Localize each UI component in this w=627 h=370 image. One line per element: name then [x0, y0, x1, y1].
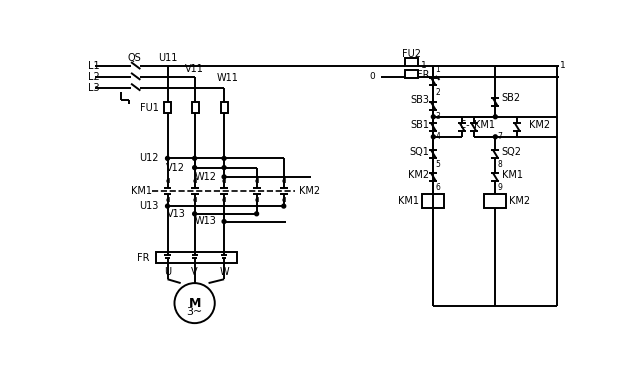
Text: 1: 1 — [560, 61, 566, 70]
Text: 1: 1 — [436, 64, 440, 74]
Text: 3: 3 — [436, 112, 441, 121]
Text: SB2: SB2 — [501, 92, 520, 102]
Text: KM2: KM2 — [509, 196, 530, 206]
Text: 7: 7 — [498, 132, 502, 141]
Text: d: d — [166, 178, 170, 185]
Bar — [156, 252, 237, 263]
Text: KM1: KM1 — [398, 196, 419, 206]
Circle shape — [493, 115, 497, 119]
Text: d: d — [255, 197, 259, 203]
Text: d: d — [192, 178, 197, 185]
Circle shape — [282, 204, 286, 208]
Text: FR: FR — [137, 253, 150, 263]
Circle shape — [222, 219, 226, 223]
Text: d: d — [255, 178, 259, 185]
Text: 8: 8 — [498, 160, 502, 169]
Text: V11: V11 — [185, 64, 204, 74]
Text: 9: 9 — [498, 183, 502, 192]
Circle shape — [431, 135, 435, 139]
Text: W11: W11 — [216, 73, 238, 83]
Circle shape — [222, 166, 226, 169]
Text: 1: 1 — [421, 61, 427, 70]
Text: W13: W13 — [194, 216, 216, 226]
Text: 2: 2 — [436, 88, 440, 97]
Text: W12: W12 — [194, 172, 216, 182]
Text: KM1: KM1 — [475, 120, 495, 130]
Text: U11: U11 — [158, 53, 177, 63]
Circle shape — [192, 166, 196, 169]
Text: d: d — [166, 197, 170, 203]
Text: SB3: SB3 — [411, 95, 429, 105]
Circle shape — [493, 135, 497, 139]
Text: L3: L3 — [88, 83, 99, 92]
Text: d: d — [282, 178, 286, 185]
Bar — [485, 194, 506, 208]
Text: M: M — [189, 297, 201, 310]
Text: KM2: KM2 — [408, 170, 429, 180]
Bar — [423, 194, 444, 208]
Text: L1: L1 — [88, 61, 99, 71]
Circle shape — [166, 157, 169, 160]
Text: 0: 0 — [369, 72, 375, 81]
Circle shape — [192, 212, 196, 216]
Circle shape — [166, 204, 169, 208]
Text: d: d — [222, 197, 226, 203]
Bar — [221, 102, 228, 113]
Bar — [191, 102, 199, 113]
Text: d: d — [282, 197, 286, 203]
Bar — [406, 58, 418, 66]
Text: FU2: FU2 — [402, 48, 421, 58]
Text: KM1: KM1 — [502, 170, 522, 180]
Text: 6: 6 — [436, 183, 441, 192]
Text: U: U — [164, 267, 171, 278]
Text: 3~: 3~ — [186, 307, 203, 317]
Bar — [164, 102, 171, 113]
Text: FR: FR — [417, 70, 429, 80]
Circle shape — [255, 212, 258, 216]
Text: 5: 5 — [436, 160, 441, 169]
Text: SQ2: SQ2 — [502, 147, 522, 157]
Text: U13: U13 — [139, 201, 158, 211]
Text: KM2: KM2 — [299, 186, 320, 196]
Text: SB1: SB1 — [411, 120, 429, 130]
Text: 4: 4 — [436, 132, 441, 141]
Text: U12: U12 — [139, 153, 158, 164]
Text: V12: V12 — [166, 162, 186, 172]
Bar — [406, 70, 418, 77]
Text: KM1: KM1 — [131, 186, 152, 196]
Text: KM2: KM2 — [529, 120, 551, 130]
Text: d: d — [192, 197, 197, 203]
Text: V13: V13 — [166, 209, 186, 219]
Circle shape — [431, 115, 435, 119]
Text: QS: QS — [127, 53, 141, 63]
Circle shape — [222, 157, 226, 160]
Text: SQ1: SQ1 — [409, 147, 429, 157]
Text: W: W — [219, 267, 229, 278]
Text: d: d — [222, 178, 226, 185]
Text: L2: L2 — [88, 72, 100, 82]
Text: FU1: FU1 — [140, 102, 159, 112]
Circle shape — [222, 175, 226, 179]
Text: E-: E- — [460, 120, 470, 130]
Circle shape — [192, 157, 196, 160]
Text: V: V — [191, 267, 198, 278]
